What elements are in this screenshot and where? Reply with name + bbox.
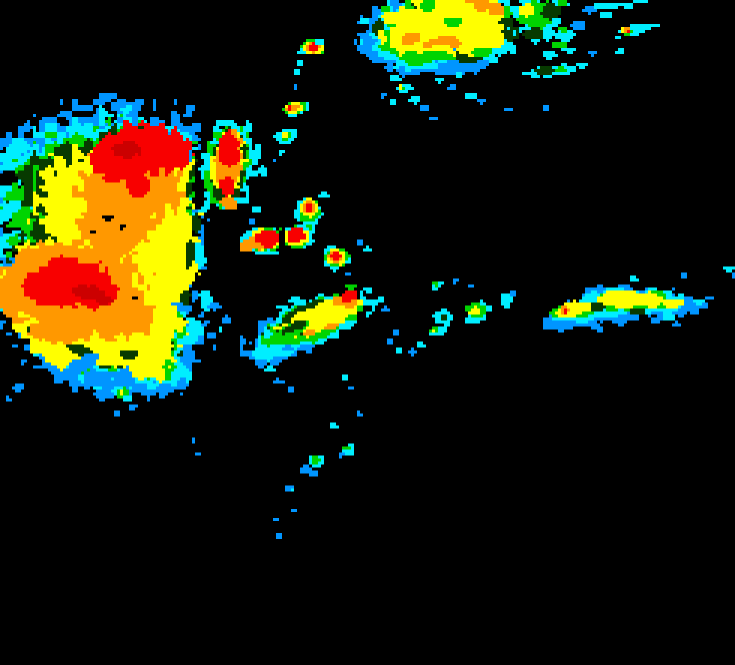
radar-display — [0, 0, 735, 665]
radar-image — [0, 0, 735, 665]
